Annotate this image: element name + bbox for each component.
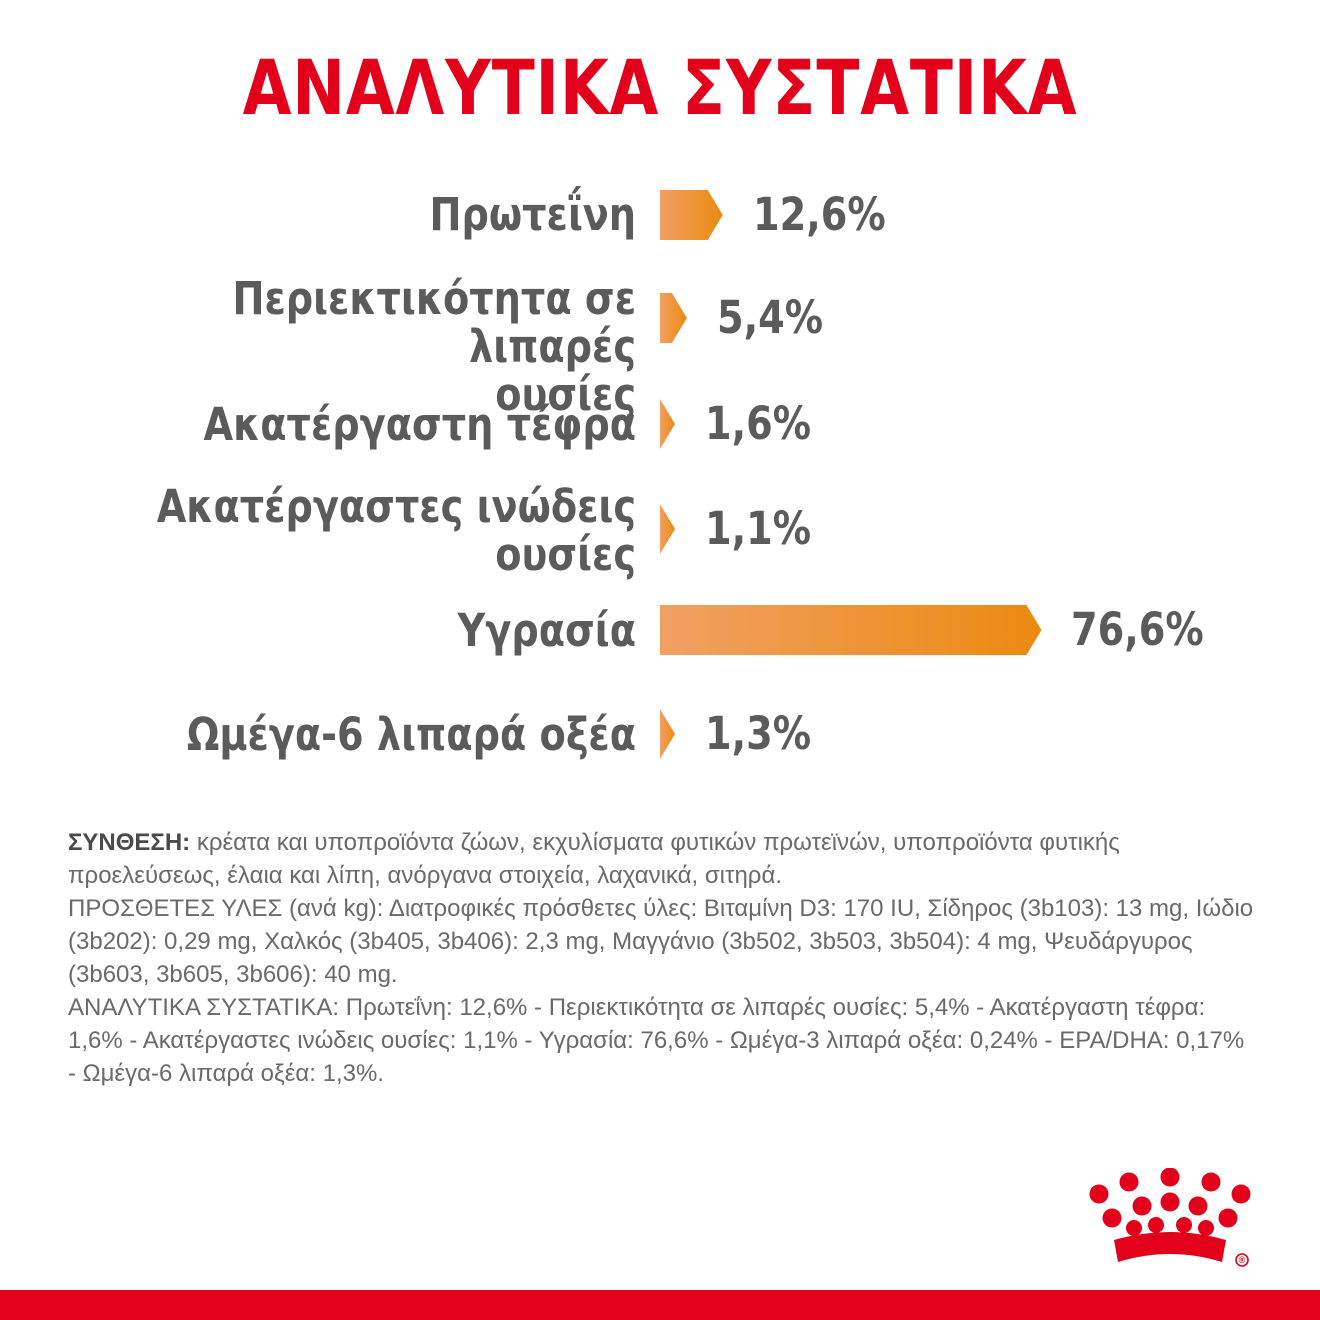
category-label: Ακατέργαστες ινώδεις ουσίες	[109, 483, 636, 579]
category-label-line: Ακατέργαστη τέφρα	[203, 398, 636, 451]
value-label: 1,1%	[705, 502, 812, 555]
category-label: Ακατέργαστη τέφρα	[109, 401, 636, 449]
category-label: Πρωτεΐνη	[109, 191, 636, 239]
additives-text: ΠΡΟΣΘΕΤΕΣ ΥΛΕΣ (ανά kg): Διατροφικές πρό…	[68, 895, 1254, 988]
composition-text: κρέατα και υποπροϊόντα ζώων, εκχυλίσματα…	[68, 829, 1120, 889]
registered-mark: ®	[1239, 1255, 1246, 1265]
composition-paragraph: ΣΥΝΘΕΣΗ: κρέατα και υποπροϊόντα ζώων, εκ…	[68, 826, 1258, 892]
bar-1	[660, 190, 723, 240]
footer-stripe	[0, 1290, 1320, 1320]
bars-canvas	[660, 190, 1042, 759]
bar-3	[660, 399, 675, 449]
bar-6	[660, 709, 675, 759]
analytical-text: ΑΝΑΛΥΤΙΚΑ ΣΥΣΤΑΤΙΚΑ: Πρωτεΐνη: 12,6% - Π…	[68, 994, 1245, 1087]
bar-2	[660, 293, 687, 343]
category-label-line: Ωμέγα-6 λιπαρά οξέα	[186, 708, 636, 761]
category-label-line: Πρωτεΐνη	[429, 188, 636, 241]
composition-lead: ΣΥΝΘΕΣΗ:	[68, 829, 191, 856]
value-label: 76,6%	[1071, 603, 1205, 656]
value-label: 1,3%	[705, 707, 812, 760]
bar-4	[660, 504, 675, 554]
royal-canin-crown-logo-icon: ®	[1089, 1168, 1251, 1267]
page-title: ΑΝΑΛΥΤΙΚΑ ΣΥΣΤΑΤΙΚΑ	[242, 43, 1078, 132]
value-label: 1,6%	[705, 397, 812, 450]
category-label: Υγρασία	[109, 607, 636, 655]
value-label: 12,6%	[752, 188, 886, 241]
nutrient-bar-chart: Πρωτεΐνη 12,6% Περιεκτικότητα σε λιπαρές ου…	[109, 188, 1205, 760]
composition-block: ΣΥΝΘΕΣΗ: κρέατα και υποπροϊόντα ζώων, εκ…	[68, 826, 1258, 1090]
category-label-line: ουσίες	[495, 528, 636, 581]
category-label-line: Υγρασία	[457, 604, 636, 657]
category-label-line: Περιεκτικότητα σε λιπαρές	[232, 272, 636, 373]
category-label-line: ουσίες	[495, 368, 636, 421]
category-label: Περιεκτικότητα σε λιπαρές ουσίες	[109, 275, 636, 419]
category-label: Ωμέγα-6 λιπαρά οξέα	[109, 711, 636, 759]
value-label: 5,4%	[716, 291, 823, 344]
category-label-line: Ακατέργαστες ινώδεις	[156, 480, 636, 533]
bar-5	[660, 605, 1042, 655]
